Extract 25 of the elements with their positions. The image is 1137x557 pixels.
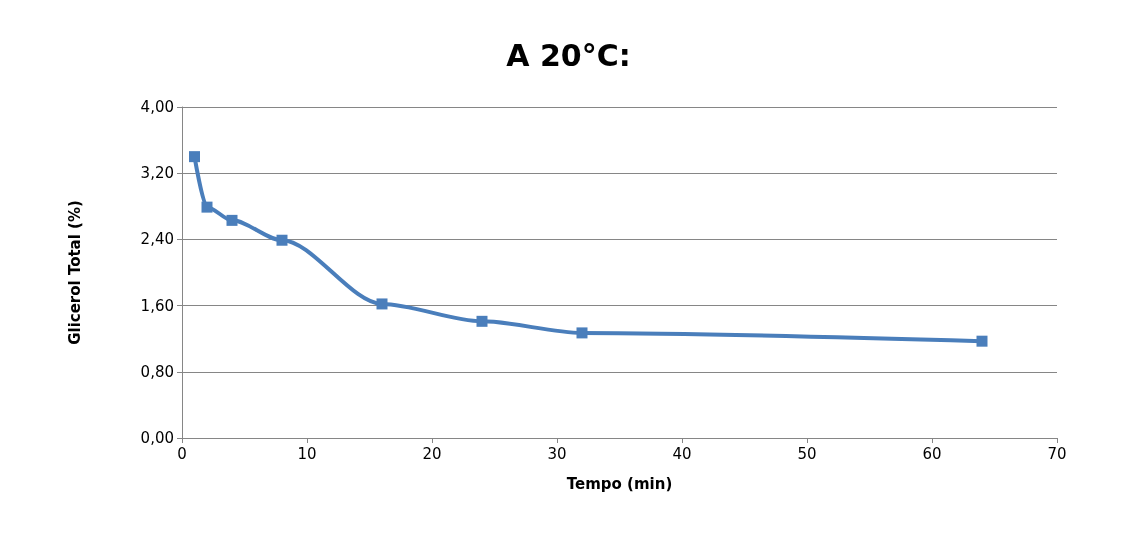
x-tick-label: 70	[1047, 444, 1067, 463]
point	[276, 234, 288, 246]
point	[376, 298, 388, 310]
y-tick-label: 4,00	[140, 98, 174, 116]
y-tick-label: 2,40	[140, 230, 174, 249]
y-tick-label: 1,60	[140, 296, 174, 315]
point	[576, 327, 588, 339]
chart-title: A 20°C:	[506, 37, 631, 73]
y-tick-label: 0,00	[140, 429, 174, 447]
point	[201, 201, 213, 213]
y-tick-label: 3,20	[140, 164, 174, 183]
point	[976, 335, 988, 347]
point	[226, 214, 238, 226]
point	[476, 315, 488, 327]
x-tick-label: 20	[422, 444, 442, 463]
x-tick-label: 50	[797, 444, 817, 463]
x-tick-label: 30	[547, 444, 567, 463]
y-axis-title: Glicerol Total (%)	[65, 200, 84, 345]
x-tick-label: 40	[672, 444, 692, 463]
point	[189, 151, 200, 163]
x-tick-label: 60	[922, 444, 942, 463]
x-axis-title: Tempo (min)	[566, 474, 673, 493]
y-tick-label: 0,80	[140, 362, 174, 381]
x-tick-label: 0	[177, 444, 187, 463]
x-tick-label: 10	[297, 444, 317, 463]
